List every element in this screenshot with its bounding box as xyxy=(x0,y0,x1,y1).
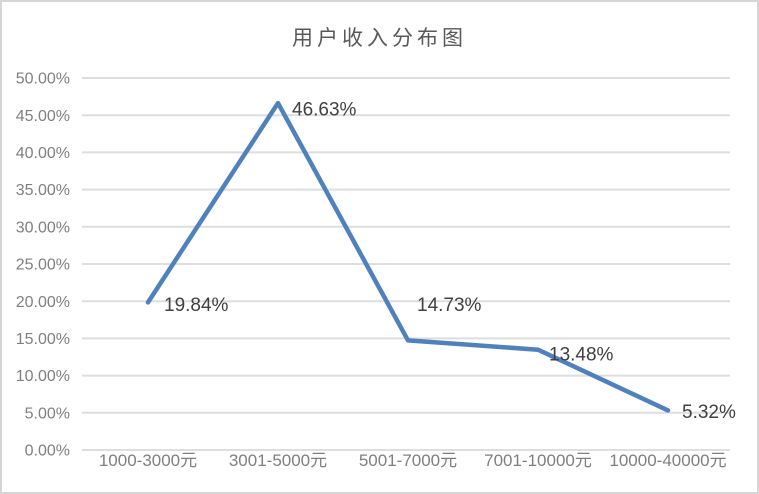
x-axis-category-label: 1000-3000元 xyxy=(99,451,197,470)
data-line xyxy=(145,100,671,413)
x-axis-category-label: 5001-7000元 xyxy=(359,451,457,470)
data-point-label: 46.63% xyxy=(292,100,357,121)
y-axis-tick-label: 5.00% xyxy=(25,405,70,422)
y-axis-tick-label: 10.00% xyxy=(16,368,70,385)
data-point-label: 13.48% xyxy=(549,344,614,365)
data-point-label: 5.32% xyxy=(682,402,736,423)
y-axis-tick-label: 35.00% xyxy=(16,182,70,199)
y-axis-tick-label: 40.00% xyxy=(16,145,70,162)
y-axis-tick-label: 20.00% xyxy=(16,294,70,311)
x-axis-category-label: 3001-5000元 xyxy=(229,451,327,470)
chart-title: 用户收入分布图 xyxy=(292,27,467,50)
y-axis-tick-label: 25.00% xyxy=(16,257,70,274)
y-axis-tick-label: 30.00% xyxy=(16,219,70,236)
x-axis-category-label: 7001-10000元 xyxy=(484,451,592,470)
x-axis-category-label: 10000-40000元 xyxy=(609,451,726,470)
data-point-label: 19.84% xyxy=(164,295,229,316)
y-axis-tick-label: 50.00% xyxy=(16,71,70,88)
data-point-label: 14.73% xyxy=(417,295,482,316)
y-axis-tick-label: 45.00% xyxy=(16,108,70,125)
y-axis-tick-label: 0.00% xyxy=(25,443,70,460)
y-axis-tick-label: 15.00% xyxy=(16,331,70,348)
